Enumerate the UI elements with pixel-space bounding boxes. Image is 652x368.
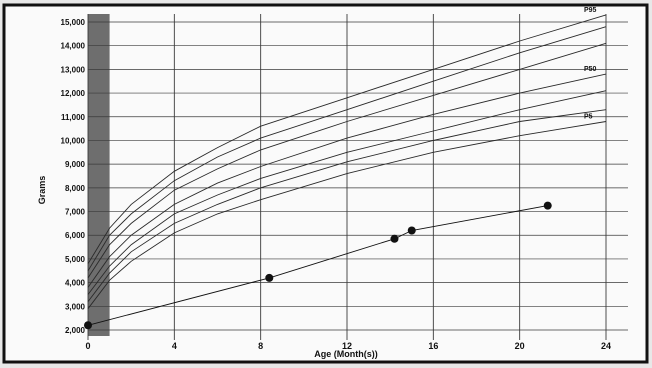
- x-tick-label: 16: [428, 341, 438, 351]
- x-tick-label: 24: [601, 341, 611, 351]
- measurement-point: [407, 226, 416, 235]
- percentile-curve: [87, 90, 607, 295]
- measurement-point: [84, 321, 92, 330]
- percentile-curve: [87, 42, 607, 279]
- y-tick-label: 9,000: [65, 160, 86, 169]
- y-tick-label: 12,000: [61, 89, 86, 98]
- percentile-curve: [87, 109, 607, 302]
- y-axis-title: Grams: [37, 176, 47, 205]
- x-tick-label: 4: [172, 341, 177, 351]
- percentile-curve: [87, 14, 607, 264]
- curve-label: P5: [584, 114, 593, 121]
- y-tick-label: 11,000: [61, 113, 86, 122]
- curve-label: P50: [584, 66, 597, 73]
- y-tick-label: 10,000: [61, 136, 86, 145]
- measurement-point: [390, 234, 399, 243]
- y-tick-label: 14,000: [61, 42, 86, 51]
- y-tick-label: 5,000: [65, 255, 86, 264]
- y-tick-label: 3,000: [65, 302, 86, 311]
- measurement-point: [265, 273, 274, 282]
- x-tick-label: 12: [342, 341, 352, 351]
- y-tick-label: 2,000: [65, 326, 86, 335]
- percentile-curve: [87, 121, 607, 309]
- x-tick-label: 20: [515, 341, 525, 351]
- x-tick-label: 0: [85, 341, 90, 351]
- y-tick-label: 6,000: [65, 231, 86, 240]
- curve-label: P95: [584, 7, 597, 14]
- x-tick-label: 8: [258, 341, 263, 351]
- y-tick-label: 15,000: [61, 18, 86, 27]
- percentile-curve: [87, 26, 607, 272]
- y-tick-label: 4,000: [65, 279, 86, 288]
- percentile-curve: [87, 73, 607, 288]
- y-tick-label: 7,000: [65, 208, 86, 217]
- measurement-point: [543, 201, 552, 210]
- x-axis-title: Age (Month(s)): [314, 349, 377, 359]
- y-tick-label: 13,000: [61, 65, 86, 74]
- y-tick-label: 8,000: [65, 184, 86, 193]
- outer-border: [2, 3, 649, 364]
